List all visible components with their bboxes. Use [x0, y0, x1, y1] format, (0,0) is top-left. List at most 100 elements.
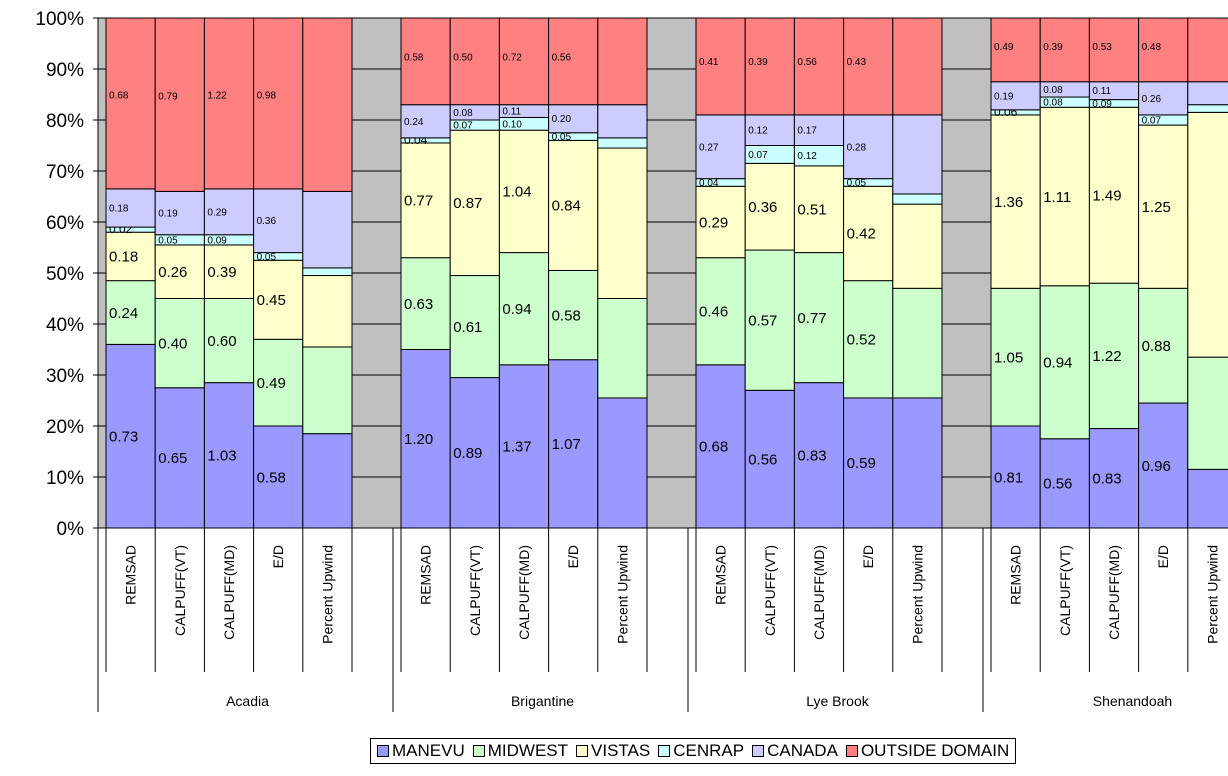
data-label: 0.79: [158, 92, 178, 103]
category-label: REMSAD: [713, 545, 729, 605]
bar-segment: [695, 364, 746, 529]
legend-swatch-outside-domain: [845, 745, 858, 757]
bar-segment: [1088, 428, 1140, 529]
legend-item-cenrap: CENRAP: [658, 741, 744, 761]
data-label: 0.60: [207, 333, 236, 350]
data-label: 0.96: [1142, 458, 1171, 475]
bar-segment: [695, 17, 746, 116]
category-label: CALPUFF(VT): [467, 545, 483, 636]
bar-segment: [203, 244, 255, 299]
bar-segment: [744, 17, 795, 116]
data-label: 0.58: [552, 307, 581, 324]
data-label: 0.43: [847, 57, 867, 68]
bar-segment: [154, 298, 205, 389]
legend-swatch-canada: [752, 745, 765, 757]
bar-segment: [1187, 468, 1228, 529]
bar-segment: [302, 275, 353, 348]
category-label: REMSAD: [418, 545, 434, 605]
data-label: 0.05: [257, 252, 277, 263]
data-label: 1.37: [502, 439, 531, 456]
legend-label-canada: CANADA: [767, 741, 838, 760]
category-label: REMSAD: [123, 545, 139, 605]
bar-segment: [548, 104, 599, 134]
bar-segment: [253, 425, 304, 529]
bar-segment: [597, 104, 648, 139]
bar-segment: [793, 17, 845, 116]
bar-segment: [597, 147, 648, 299]
bar-segment: [990, 81, 1041, 111]
data-label: 0.94: [502, 301, 531, 318]
bar-segment: [990, 17, 1041, 83]
bar-segment: [892, 114, 943, 195]
bar-segment: [793, 382, 845, 529]
bar-segment: [892, 193, 943, 205]
y-tick-label: 90%: [46, 60, 84, 81]
data-label: 0.83: [797, 448, 826, 465]
bar-segment: [597, 17, 648, 106]
bars: 0.730.240.180.020.180.680.650.400.260.05…: [105, 17, 1228, 529]
bar-segment: [892, 17, 943, 116]
data-label: 0.42: [847, 226, 876, 243]
bar-segment: [990, 287, 1041, 427]
legend: MANEVU MIDWEST VISTAS CENRAP CANADA OUTS…: [370, 738, 1017, 764]
data-label: 0.49: [257, 375, 286, 392]
data-label: 0.26: [158, 264, 187, 281]
data-label: 0.08: [1043, 98, 1063, 109]
group-label: Lye Brook: [806, 693, 870, 709]
data-label: 0.49: [994, 42, 1014, 53]
data-label: 0.24: [109, 305, 138, 322]
data-label: 0.94: [1043, 355, 1072, 372]
bar-segment: [498, 364, 550, 529]
legend-item-manevu: MANEVU: [377, 741, 465, 761]
bar-segment: [449, 275, 500, 379]
data-label: 0.05: [847, 178, 867, 189]
legend-swatch-manevu: [377, 745, 389, 757]
bar-segment: [302, 346, 353, 435]
category-label: CALPUFF(MD): [1106, 545, 1122, 640]
category-label: CALPUFF(MD): [221, 545, 237, 640]
bar-segment: [1039, 285, 1090, 440]
data-label: 1.20: [404, 431, 433, 448]
data-label: 0.10: [502, 119, 522, 130]
bar-segment: [1039, 17, 1090, 83]
y-tick-label: 100%: [35, 9, 84, 30]
data-label: 0.29: [699, 214, 728, 231]
y-tick-label: 20%: [46, 417, 84, 438]
data-label: 0.50: [453, 53, 473, 64]
data-label: 1.22: [207, 90, 227, 101]
bar-segment: [1138, 81, 1189, 116]
data-label: 0.12: [797, 151, 817, 162]
y-tick-label: 0%: [57, 519, 85, 540]
data-label: 0.07: [453, 121, 473, 132]
bar-segment: [1187, 111, 1228, 358]
data-label: 0.07: [1142, 116, 1162, 127]
legend-item-midwest: MIDWEST: [472, 741, 568, 761]
bar-segment: [302, 433, 353, 529]
bar-segment: [203, 17, 255, 190]
data-label: 0.45: [257, 292, 286, 309]
bar-segment: [1039, 438, 1090, 529]
data-label: 1.03: [207, 448, 236, 465]
bar-segment: [400, 349, 451, 529]
data-label: 0.40: [158, 335, 187, 352]
bar-segment: [1039, 106, 1090, 287]
data-label: 0.89: [453, 445, 482, 462]
bar-segment: [892, 203, 943, 289]
data-label: 0.18: [109, 203, 129, 214]
data-label: 0.05: [552, 132, 572, 143]
bar-segment: [498, 129, 550, 254]
data-label: 0.77: [797, 310, 826, 327]
category-label: Percent Upwind: [909, 545, 925, 644]
legend-label-vistas: VISTAS: [591, 741, 651, 760]
data-label: 1.05: [994, 349, 1023, 366]
bar-segment: [105, 280, 156, 345]
bar-segment: [1187, 81, 1228, 106]
data-label: 0.08: [453, 108, 473, 119]
data-label: 0.81: [994, 469, 1023, 486]
data-label: 0.07: [748, 150, 768, 161]
bar-segment: [843, 114, 894, 180]
data-label: 0.12: [748, 126, 768, 137]
data-label: 0.61: [453, 319, 482, 336]
data-label: 0.36: [257, 216, 277, 227]
bar-segment: [695, 114, 746, 180]
